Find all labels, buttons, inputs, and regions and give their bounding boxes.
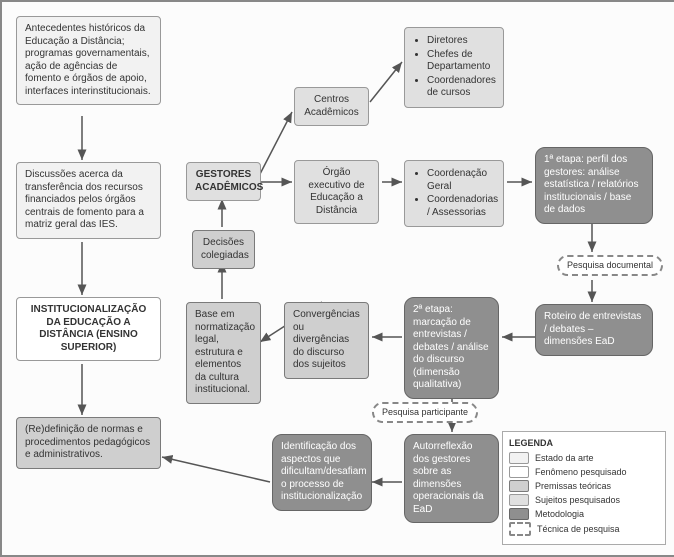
text: Roteiro de entrevistas / debates – dimen… [544,311,641,347]
legend-row: Estado da arte [509,452,659,464]
node-diretores: Diretores Chefes de Departamento Coorden… [404,27,504,108]
flowchart-canvas: Antecedentes históricos da Educação a Di… [0,0,674,557]
legend-swatch [509,480,529,492]
text: Centros Acadêmicos [304,94,358,118]
node-etapa2: 2ª etapa: marcação de entrevistas / deba… [404,297,499,399]
node-decisoes: Decisões colegiadas [192,230,255,269]
legend-title: LEGENDA [509,438,659,448]
legend-swatch [509,494,529,506]
node-autorreflexao: Autorreflexão dos gestores sobre as dime… [404,434,499,523]
bullet-item: Diretores [427,35,495,48]
node-base: Base em normatização legal, estrutura e … [186,302,261,404]
node-convergencias: Convergências ou divergências do discurs… [284,302,369,379]
legend-label: Premissas teóricas [535,481,611,491]
text: Discussões acerca da transferência dos r… [25,169,144,230]
node-roteiro: Roteiro de entrevistas / debates – dimen… [535,304,653,356]
text: Autorreflexão dos gestores sobre as dime… [413,441,484,515]
legend-row: Sujeitos pesquisados [509,494,659,506]
legend-label: Técnica de pesquisa [537,524,620,534]
node-etapa1: 1ª etapa: perfil dos gestores: análise e… [535,147,653,224]
legend: LEGENDA Estado da arte Fenômeno pesquisa… [502,431,666,545]
legend-label: Sujeitos pesquisados [535,495,620,505]
node-gestores: GESTORES ACADÊMICOS [186,162,261,201]
node-pesqdoc: Pesquisa documental [557,255,663,276]
legend-row: Fenômeno pesquisado [509,466,659,478]
text: 1ª etapa: perfil dos gestores: análise e… [544,154,638,215]
text: Base em normatização legal, estrutura e … [195,309,255,395]
text: (Re)definição de normas e procedimentos … [25,424,150,460]
text: 2ª etapa: marcação de entrevistas / deba… [413,304,489,390]
bullet-item: Coordenadorias / Assessorias [427,194,495,219]
legend-swatch [509,508,529,520]
text: INSTITUCIONALIZAÇÃO DA EDUCAÇÃO A DISTÂN… [31,304,147,353]
text: Convergências ou divergências do discurs… [293,309,360,370]
node-coordenacao: Coordenação Geral Coordenadorias / Asses… [404,160,504,227]
node-institucionalizacao: INSTITUCIONALIZAÇÃO DA EDUCAÇÃO A DISTÂN… [16,297,161,361]
node-antecedentes: Antecedentes históricos da Educação a Di… [16,16,161,105]
legend-row: Metodologia [509,508,659,520]
node-discussoes: Discussões acerca da transferência dos r… [16,162,161,239]
legend-label: Metodologia [535,509,584,519]
node-centros: Centros Acadêmicos [294,87,369,126]
text: Antecedentes históricos da Educação a Di… [25,23,151,97]
legend-swatch [509,466,529,478]
bullet-item: Chefes de Departamento [427,49,495,74]
node-orgao: Órgão executivo de Educação a Distância [294,160,379,224]
text: Pesquisa documental [567,260,653,270]
bullet-list: Diretores Chefes de Departamento Coorden… [413,35,495,100]
text: GESTORES ACADÊMICOS [195,169,263,193]
legend-row: Premissas teóricas [509,480,659,492]
legend-row: Técnica de pesquisa [509,522,659,536]
text: Decisões colegiadas [201,237,249,261]
legend-swatch [509,452,529,464]
node-identificacao: Identificação dos aspectos que dificulta… [272,434,372,511]
bullet-list: Coordenação Geral Coordenadorias / Asses… [413,168,495,219]
node-redefinicao: (Re)definição de normas e procedimentos … [16,417,161,469]
text: Pesquisa participante [382,407,468,417]
node-pesqpart: Pesquisa participante [372,402,478,423]
legend-label: Estado da arte [535,453,594,463]
text: Órgão executivo de Educação a Distância [308,167,364,216]
text: Identificação dos aspectos que dificulta… [281,441,367,502]
bullet-item: Coordenadores de cursos [427,75,495,100]
legend-swatch [509,522,531,536]
legend-label: Fenômeno pesquisado [535,467,627,477]
bullet-item: Coordenação Geral [427,168,495,193]
